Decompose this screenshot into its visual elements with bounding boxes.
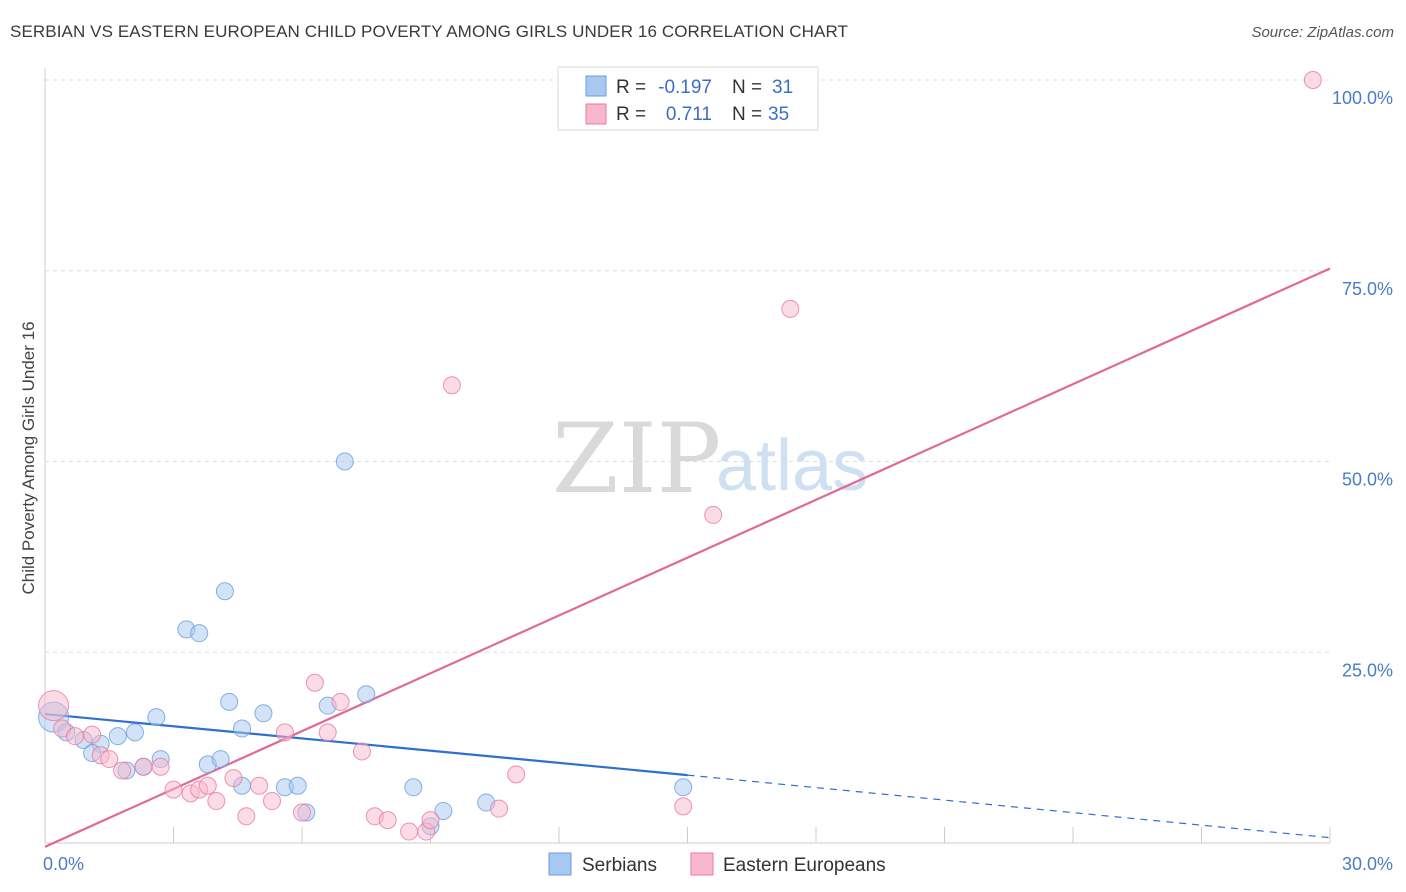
point-eastern-europeans-3	[83, 725, 102, 744]
tick-labels: 100.0% 75.0% 50.0% 25.0% 0.0% 30.0%	[43, 88, 1393, 874]
point-eastern-europeans-5	[100, 750, 119, 769]
point-eastern-europeans-12	[198, 776, 217, 795]
legend-n-value-0: 31	[772, 77, 793, 98]
x-tick-label-0: 0.0%	[43, 854, 84, 874]
point-eastern-europeans-17	[263, 792, 282, 811]
point-serbians-15	[211, 750, 230, 769]
chart-title: SERBIAN VS EASTERN EUROPEAN CHILD POVERT…	[10, 22, 849, 41]
grid-lines	[45, 79, 1330, 653]
legend-n-value-1: 35	[768, 104, 789, 125]
point-eastern-europeans-0	[38, 690, 70, 722]
watermark-zip: ZIP	[552, 403, 721, 515]
point-eastern-europeans-16	[250, 776, 269, 795]
y-tick-label-1: 75.0%	[1342, 279, 1393, 299]
point-eastern-europeans-21	[318, 723, 337, 742]
legend-r-label-1: R =	[616, 104, 646, 125]
point-serbians-5	[108, 727, 127, 746]
point-eastern-europeans-26	[400, 822, 419, 841]
point-serbians-28	[434, 801, 453, 820]
watermark: ZIP atlas	[552, 403, 868, 515]
point-serbians-8	[147, 708, 166, 727]
point-eastern-europeans-22	[331, 692, 350, 711]
y-tick-label-3: 25.0%	[1342, 660, 1393, 680]
legend-r-value-0: -0.197	[658, 77, 712, 98]
point-eastern-europeans-18	[275, 723, 294, 742]
point-eastern-europeans-8	[151, 757, 170, 776]
point-eastern-europeans-9	[164, 780, 183, 799]
point-serbians-16	[220, 692, 239, 711]
point-serbians-21	[288, 776, 307, 795]
point-eastern-europeans-14	[224, 769, 243, 788]
legend-swatch-eastern-europeans	[585, 103, 607, 125]
y-tick-label-0: 100.0%	[1332, 88, 1393, 108]
point-eastern-europeans-6	[113, 761, 132, 780]
point-eastern-europeans-7	[134, 757, 153, 776]
point-eastern-europeans-28	[421, 811, 440, 830]
point-eastern-europeans-34	[781, 299, 800, 318]
point-eastern-europeans-31	[507, 765, 526, 784]
correlation-legend: R = -0.197 N = 31 R = 0.711 N = 35	[557, 66, 819, 131]
point-eastern-europeans-32	[674, 797, 693, 816]
point-eastern-europeans-25	[378, 811, 397, 830]
series-legend: Serbians Eastern Europeans	[548, 852, 886, 876]
point-serbians-13	[215, 582, 234, 601]
point-eastern-europeans-29	[442, 376, 461, 395]
point-eastern-europeans-33	[704, 505, 723, 524]
point-serbians-24	[335, 452, 354, 471]
legend-n-label-1: N =	[732, 104, 762, 125]
point-eastern-europeans-2	[65, 727, 84, 746]
series-legend-label-serbians: Serbians	[582, 855, 657, 876]
series-legend-swatch-serbians	[548, 852, 572, 876]
y-axis-label: Child Poverty Among Girls Under 16	[19, 321, 38, 594]
point-eastern-europeans-35	[1303, 71, 1322, 89]
point-eastern-europeans-30	[490, 799, 509, 818]
point-serbians-19	[254, 704, 273, 723]
point-eastern-europeans-23	[352, 742, 371, 761]
series-legend-label-eastern-europeans: Eastern Europeans	[723, 855, 886, 876]
point-serbians-30	[674, 778, 693, 797]
point-serbians-25	[357, 685, 376, 704]
trend-lines	[44, 267, 1331, 848]
watermark-atlas: atlas	[716, 426, 868, 506]
trend-line-extension-0	[687, 774, 1331, 839]
legend-n-label-0: N =	[732, 77, 762, 98]
legend-swatch-serbians	[585, 75, 607, 97]
legend-r-label-0: R =	[616, 77, 646, 98]
data-points	[38, 71, 1322, 841]
point-eastern-europeans-19	[293, 803, 311, 822]
trend-line-1	[44, 267, 1331, 848]
y-tick-label-2: 50.0%	[1342, 470, 1393, 490]
point-eastern-europeans-20	[305, 673, 324, 692]
point-serbians-17	[233, 719, 252, 738]
point-serbians-6	[125, 723, 144, 742]
series-legend-swatch-eastern-europeans	[690, 852, 714, 876]
point-eastern-europeans-15	[237, 807, 256, 826]
point-eastern-europeans-13	[207, 792, 226, 811]
x-tick-label-1: 30.0%	[1342, 854, 1393, 874]
source-label: Source: ZipAtlas.com	[1251, 24, 1394, 41]
point-serbians-26	[404, 778, 423, 797]
point-serbians-12	[190, 624, 209, 643]
legend-r-value-1: 0.711	[666, 104, 712, 125]
